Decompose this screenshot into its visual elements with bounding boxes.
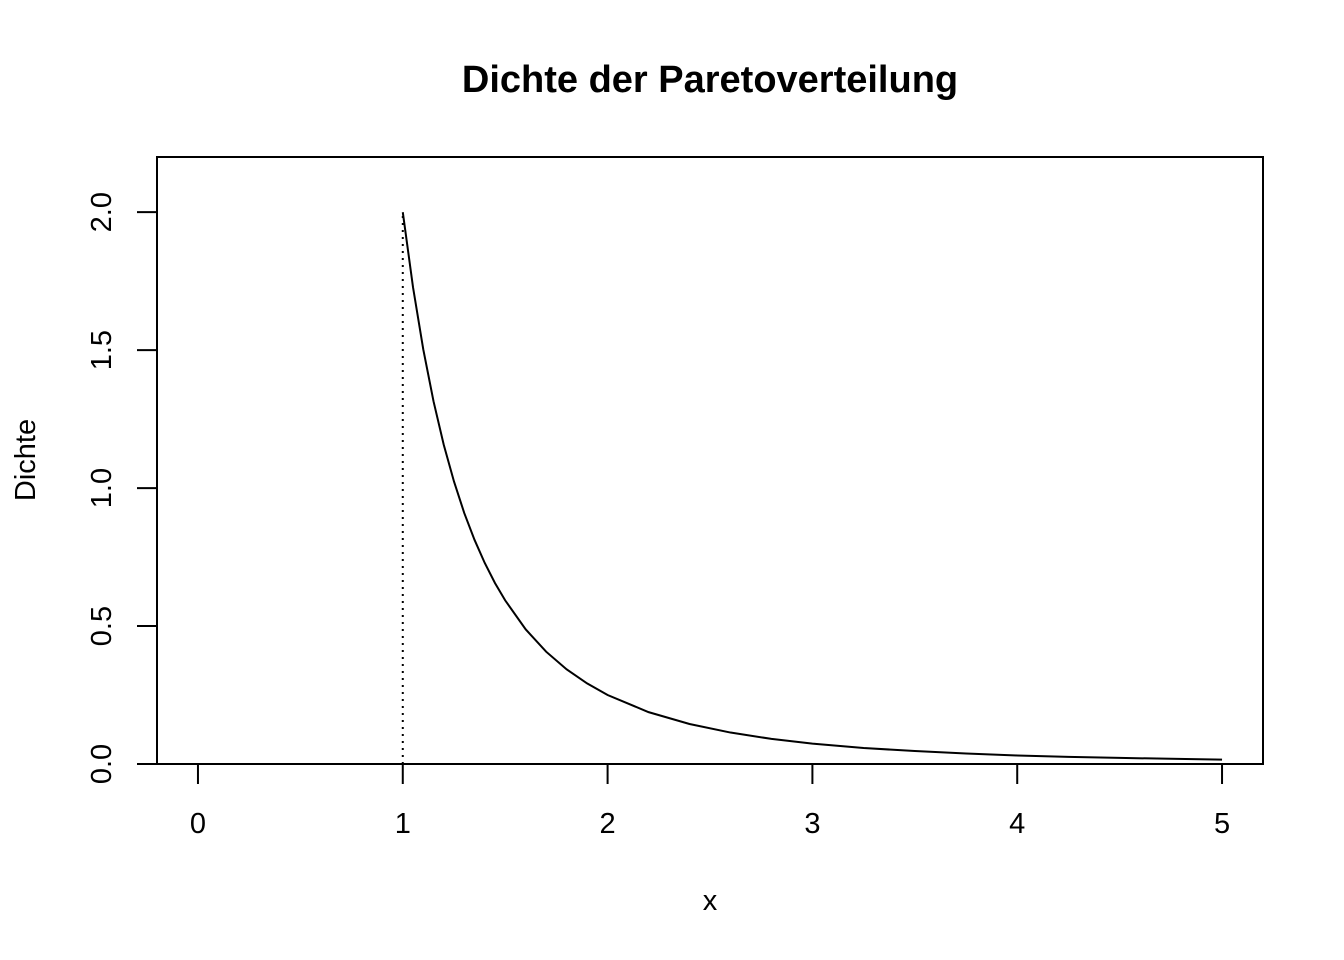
- y-axis: 0.0 0.5 1.0 1.5 2.0: [86, 192, 158, 784]
- x-axis: 0 1 2 3 4 5: [190, 763, 1230, 840]
- x-tick-label: 5: [1214, 808, 1230, 840]
- x-tick-label: 4: [1009, 808, 1025, 840]
- x-tick-label: 3: [804, 808, 820, 840]
- x-axis-label: x: [703, 885, 718, 917]
- y-tick-label: 0.5: [86, 606, 118, 646]
- chart-title: Dichte der Paretoverteilung: [462, 59, 958, 101]
- y-axis-label: Dichte: [10, 419, 42, 501]
- y-tick-label: 1.0: [86, 468, 118, 508]
- y-tick-label: 2.0: [86, 192, 118, 232]
- plot-frame: [156, 156, 1264, 765]
- y-tick-label: 1.5: [86, 330, 118, 370]
- x-tick-label: 1: [395, 808, 411, 840]
- density-curves: [157, 212, 1223, 765]
- y-tick-label: 0.0: [86, 744, 118, 784]
- x-tick-label: 2: [600, 808, 616, 840]
- x-tick-label: 0: [190, 808, 206, 840]
- density-curve: [401, 212, 1223, 761]
